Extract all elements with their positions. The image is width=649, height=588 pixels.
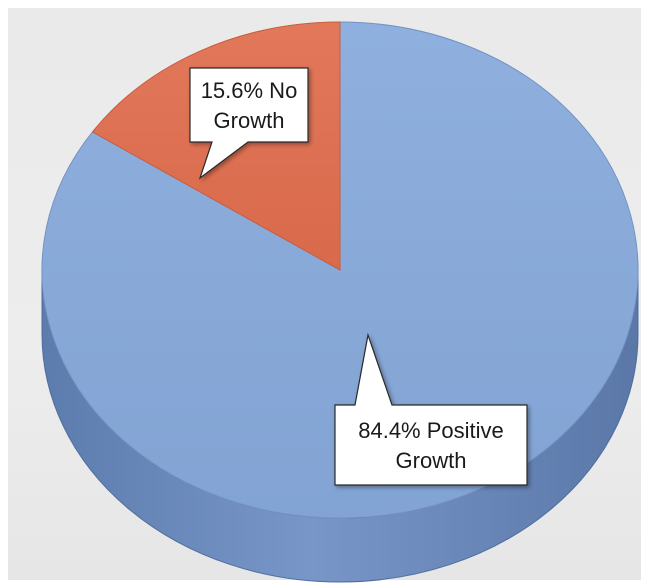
callout-box — [189, 67, 309, 180]
slice-label-line: 15.6% No — [201, 78, 298, 103]
callout-box — [334, 332, 528, 486]
slice-label-line: Growth — [214, 108, 285, 133]
callout-no-growth — [189, 67, 309, 180]
slice-label-line: Growth — [396, 448, 467, 473]
pie-callouts: 84.4% Positive Growth 15.6% No Growth — [189, 67, 528, 486]
slice-label-line: 84.4% Positive — [358, 418, 504, 443]
callout-positive-growth — [334, 332, 528, 486]
